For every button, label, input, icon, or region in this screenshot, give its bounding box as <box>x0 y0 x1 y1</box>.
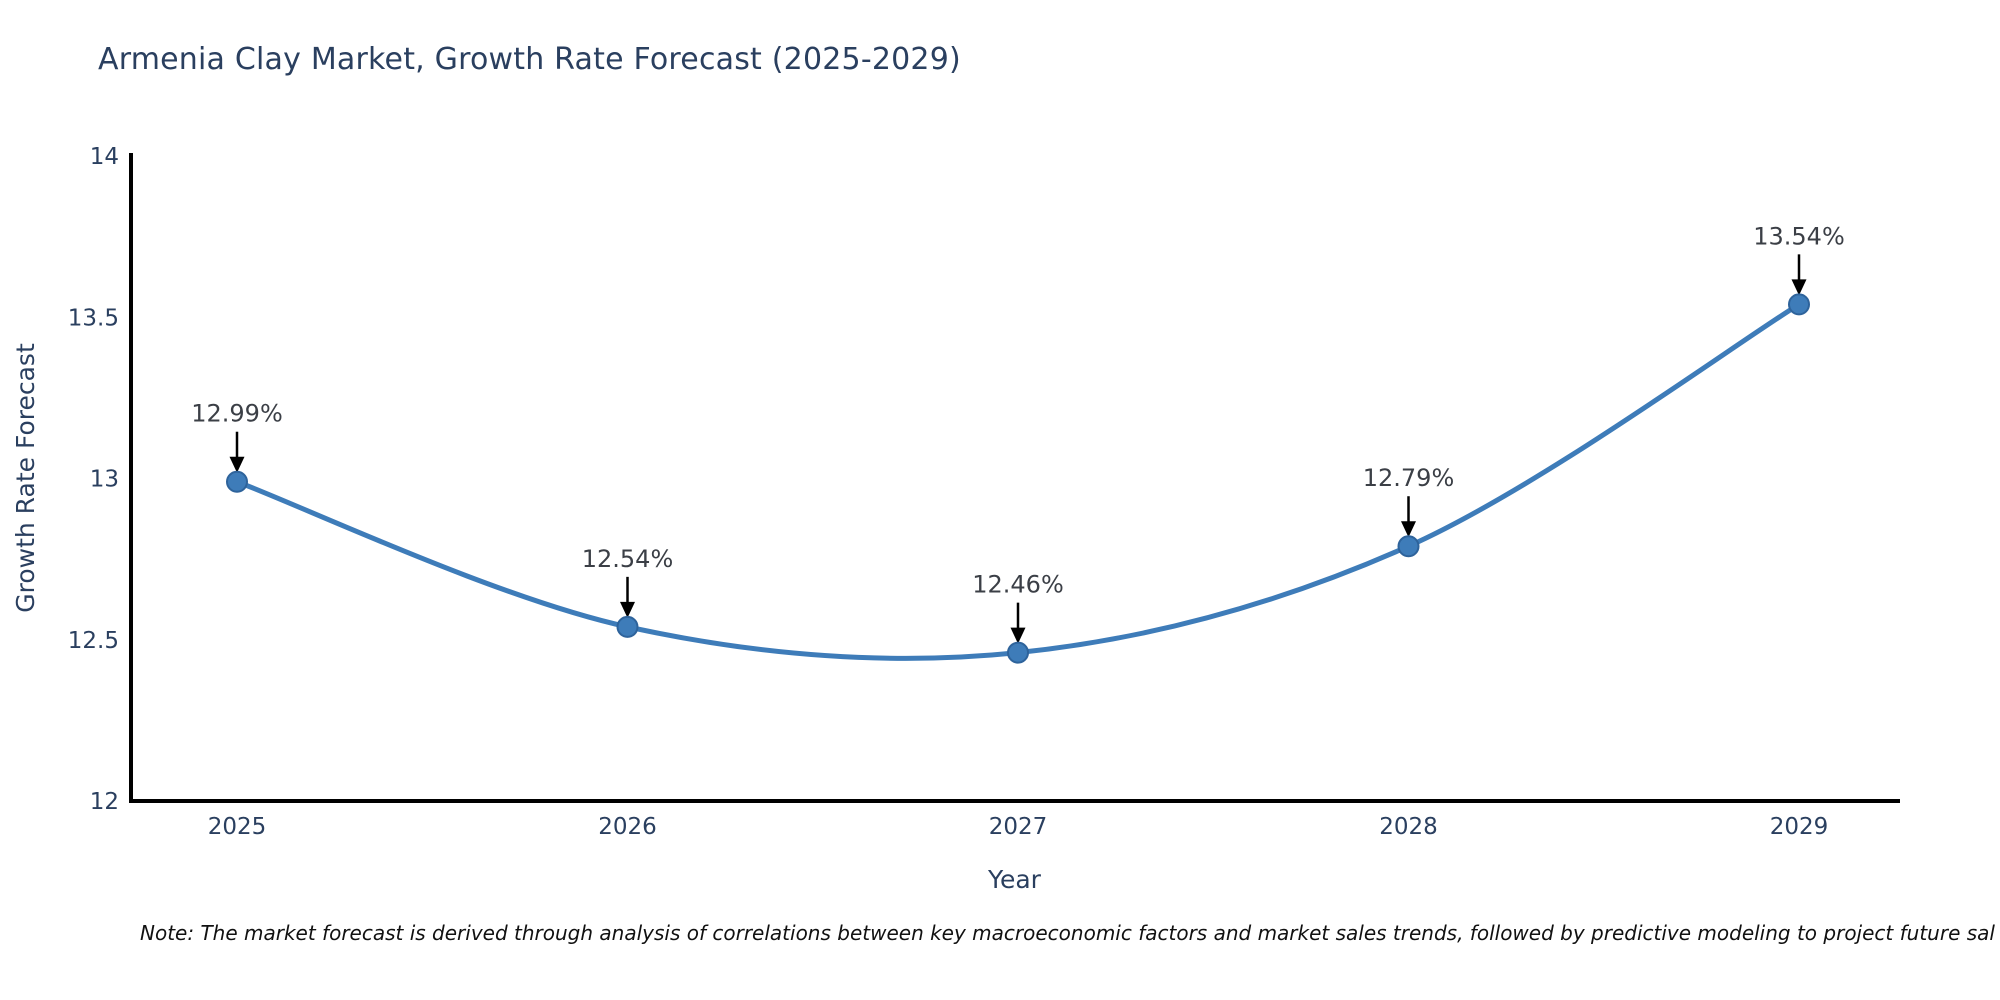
footnote: Note: The market forecast is derived thr… <box>140 921 1995 945</box>
data-point-marker-2026 <box>616 615 639 638</box>
data-point-marker-2029 <box>1788 293 1810 316</box>
point-annotation-2028: 12.79% <box>1363 464 1455 558</box>
y-tick-label-13.5: 13.5 <box>68 305 119 331</box>
x-axis-title: Year <box>987 865 1042 894</box>
annotation-label: 13.54% <box>1753 222 1845 250</box>
point-annotation-2029: 13.54% <box>1753 222 1845 316</box>
annotation-arrowhead-icon <box>1791 279 1807 296</box>
y-tick-label-14: 14 <box>90 144 119 170</box>
annotation-label: 12.79% <box>1363 464 1455 492</box>
annotation-arrowhead-icon <box>229 456 245 473</box>
annotation-label: 12.99% <box>191 400 283 428</box>
point-annotation-2027: 12.46% <box>972 571 1064 664</box>
annotation-arrowhead-icon <box>1401 521 1416 538</box>
chart-title: Armenia Clay Market, Growth Rate Forecas… <box>98 42 961 77</box>
y-tick-label-13: 13 <box>90 467 119 493</box>
point-annotation-2025: 12.99% <box>191 400 283 493</box>
x-tick-label-2029: 2029 <box>1770 814 1829 840</box>
data-point-marker-2025 <box>226 470 248 493</box>
y-tick-label-12.5: 12.5 <box>68 628 119 654</box>
x-tick-label-2026: 2026 <box>598 814 657 840</box>
data-point-marker-2028 <box>1397 535 1420 558</box>
x-tick-label-2028: 2028 <box>1379 814 1438 840</box>
annotation-arrowhead-icon <box>620 601 635 618</box>
annotation-arrowhead-icon <box>1010 627 1026 644</box>
y-axis-title: Growth Rate Forecast <box>11 343 40 613</box>
x-tick-label-2025: 2025 <box>208 814 267 840</box>
annotation-label: 12.54% <box>582 545 674 573</box>
x-tick-label-2027: 2027 <box>989 814 1048 840</box>
data-point-marker-2027 <box>1007 641 1029 664</box>
y-tick-label-12: 12 <box>90 789 119 815</box>
point-annotation-2026: 12.54% <box>582 545 674 638</box>
annotation-label: 12.46% <box>972 571 1064 599</box>
